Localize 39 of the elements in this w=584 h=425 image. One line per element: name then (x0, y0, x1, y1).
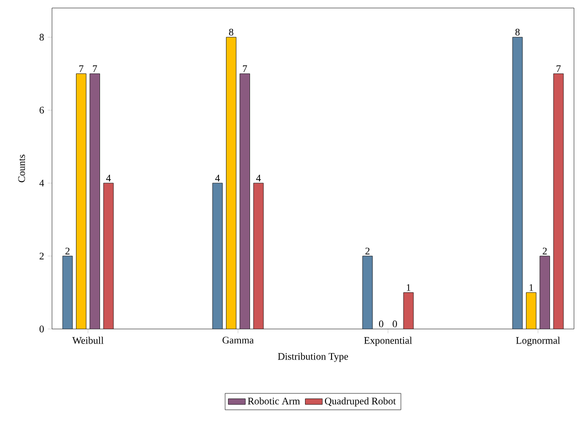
data-label: 4 (106, 174, 111, 182)
y-tick-label: 0 (40, 326, 44, 332)
x-axis-title: Distribution Type (278, 352, 348, 362)
bar (253, 182, 264, 329)
bar (362, 256, 373, 329)
data-label: 7 (556, 65, 561, 72)
data-label: 1 (406, 284, 410, 291)
data-label: 4 (256, 174, 261, 182)
x-tick-label: Gamma (222, 336, 254, 344)
bar (512, 36, 523, 329)
data-label: 1 (530, 284, 534, 291)
data-label: 2 (65, 248, 70, 254)
y-tick-label: 6 (40, 106, 44, 114)
legend-label: Robotic Arm (248, 397, 300, 404)
y-axis-title: Counts (18, 154, 25, 182)
bar (212, 182, 223, 329)
legend-label: Quadruped Robot (324, 397, 396, 406)
data-label: 7 (242, 65, 248, 72)
data-label: 8 (229, 28, 234, 36)
x-tick-label: Exponential (364, 336, 412, 346)
bar (226, 36, 236, 329)
data-label: 0 (379, 320, 384, 328)
data-label: 8 (515, 28, 520, 36)
bar (62, 256, 73, 329)
data-label: 7 (92, 65, 98, 72)
data-label: 2 (542, 248, 547, 254)
bar (526, 292, 536, 329)
data-label: 4 (215, 174, 220, 182)
y-tick-label: 2 (40, 252, 44, 260)
y-tick-label: 8 (40, 34, 44, 41)
bar (103, 182, 114, 329)
data-label: 7 (79, 65, 84, 72)
bar (76, 73, 86, 329)
data-label: 2 (365, 248, 370, 254)
data-label: 0 (392, 320, 397, 328)
x-tick-label: Lognormal (516, 336, 560, 346)
bar (553, 73, 564, 329)
x-tick-label: Weibull (72, 336, 104, 344)
y-tick-label: 4 (39, 180, 44, 186)
